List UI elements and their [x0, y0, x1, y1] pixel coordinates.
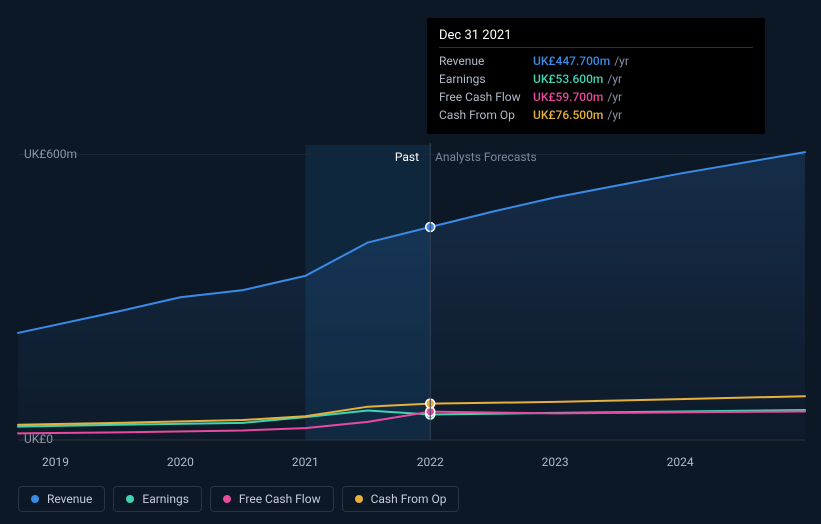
legend-label: Revenue: [47, 492, 92, 506]
tooltip-key: Revenue: [439, 54, 533, 68]
hover-tooltip: Dec 31 2021 RevenueUK£447.700m/yrEarning…: [427, 18, 765, 134]
tooltip-key: Cash From Op: [439, 108, 533, 122]
legend-item-earnings[interactable]: Earnings: [113, 486, 202, 512]
x-axis-label: 2023: [542, 455, 569, 469]
x-axis-label: 2019: [42, 455, 69, 469]
y-axis-label: UK£600m: [24, 147, 77, 161]
tooltip-value: UK£76.500m: [533, 108, 603, 122]
tooltip-key: Free Cash Flow: [439, 90, 533, 104]
x-axis-label: 2021: [292, 455, 319, 469]
legend-label: Earnings: [142, 492, 189, 506]
tooltip-row: EarningsUK£53.600m/yr: [439, 70, 753, 88]
legend-item-revenue[interactable]: Revenue: [18, 486, 105, 512]
past-label: Past: [395, 150, 419, 164]
tooltip-value: UK£59.700m: [533, 90, 603, 104]
legend-dot-icon: [355, 495, 363, 503]
legend-item-free-cash-flow[interactable]: Free Cash Flow: [210, 486, 334, 512]
legend-label: Cash From Op: [371, 492, 447, 506]
tooltip-key: Earnings: [439, 72, 533, 86]
legend-label: Free Cash Flow: [239, 492, 321, 506]
tooltip-unit: /yr: [607, 108, 622, 122]
financials-chart: Past Analysts Forecasts Dec 31 2021 Reve…: [0, 0, 821, 524]
legend-dot-icon: [223, 495, 231, 503]
tooltip-date: Dec 31 2021: [439, 28, 753, 48]
x-axis-label: 2022: [417, 455, 444, 469]
legend-dot-icon: [31, 495, 39, 503]
forecast-label: Analysts Forecasts: [435, 150, 537, 164]
y-axis-label: UK£0: [24, 432, 53, 446]
tooltip-value: UK£447.700m: [533, 54, 610, 68]
x-axis-label: 2024: [667, 455, 694, 469]
tooltip-unit: /yr: [607, 90, 622, 104]
tooltip-row: Free Cash FlowUK£59.700m/yr: [439, 88, 753, 106]
legend-item-cash-from-op[interactable]: Cash From Op: [342, 486, 460, 512]
tooltip-row: RevenueUK£447.700m/yr: [439, 52, 753, 70]
legend: Revenue Earnings Free Cash Flow Cash From O…: [18, 486, 459, 512]
tooltip-unit: /yr: [614, 54, 629, 68]
tooltip-row: Cash From OpUK£76.500m/yr: [439, 106, 753, 124]
tooltip-value: UK£53.600m: [533, 72, 603, 86]
x-axis-label: 2020: [167, 455, 194, 469]
legend-dot-icon: [126, 495, 134, 503]
tooltip-unit: /yr: [607, 72, 622, 86]
